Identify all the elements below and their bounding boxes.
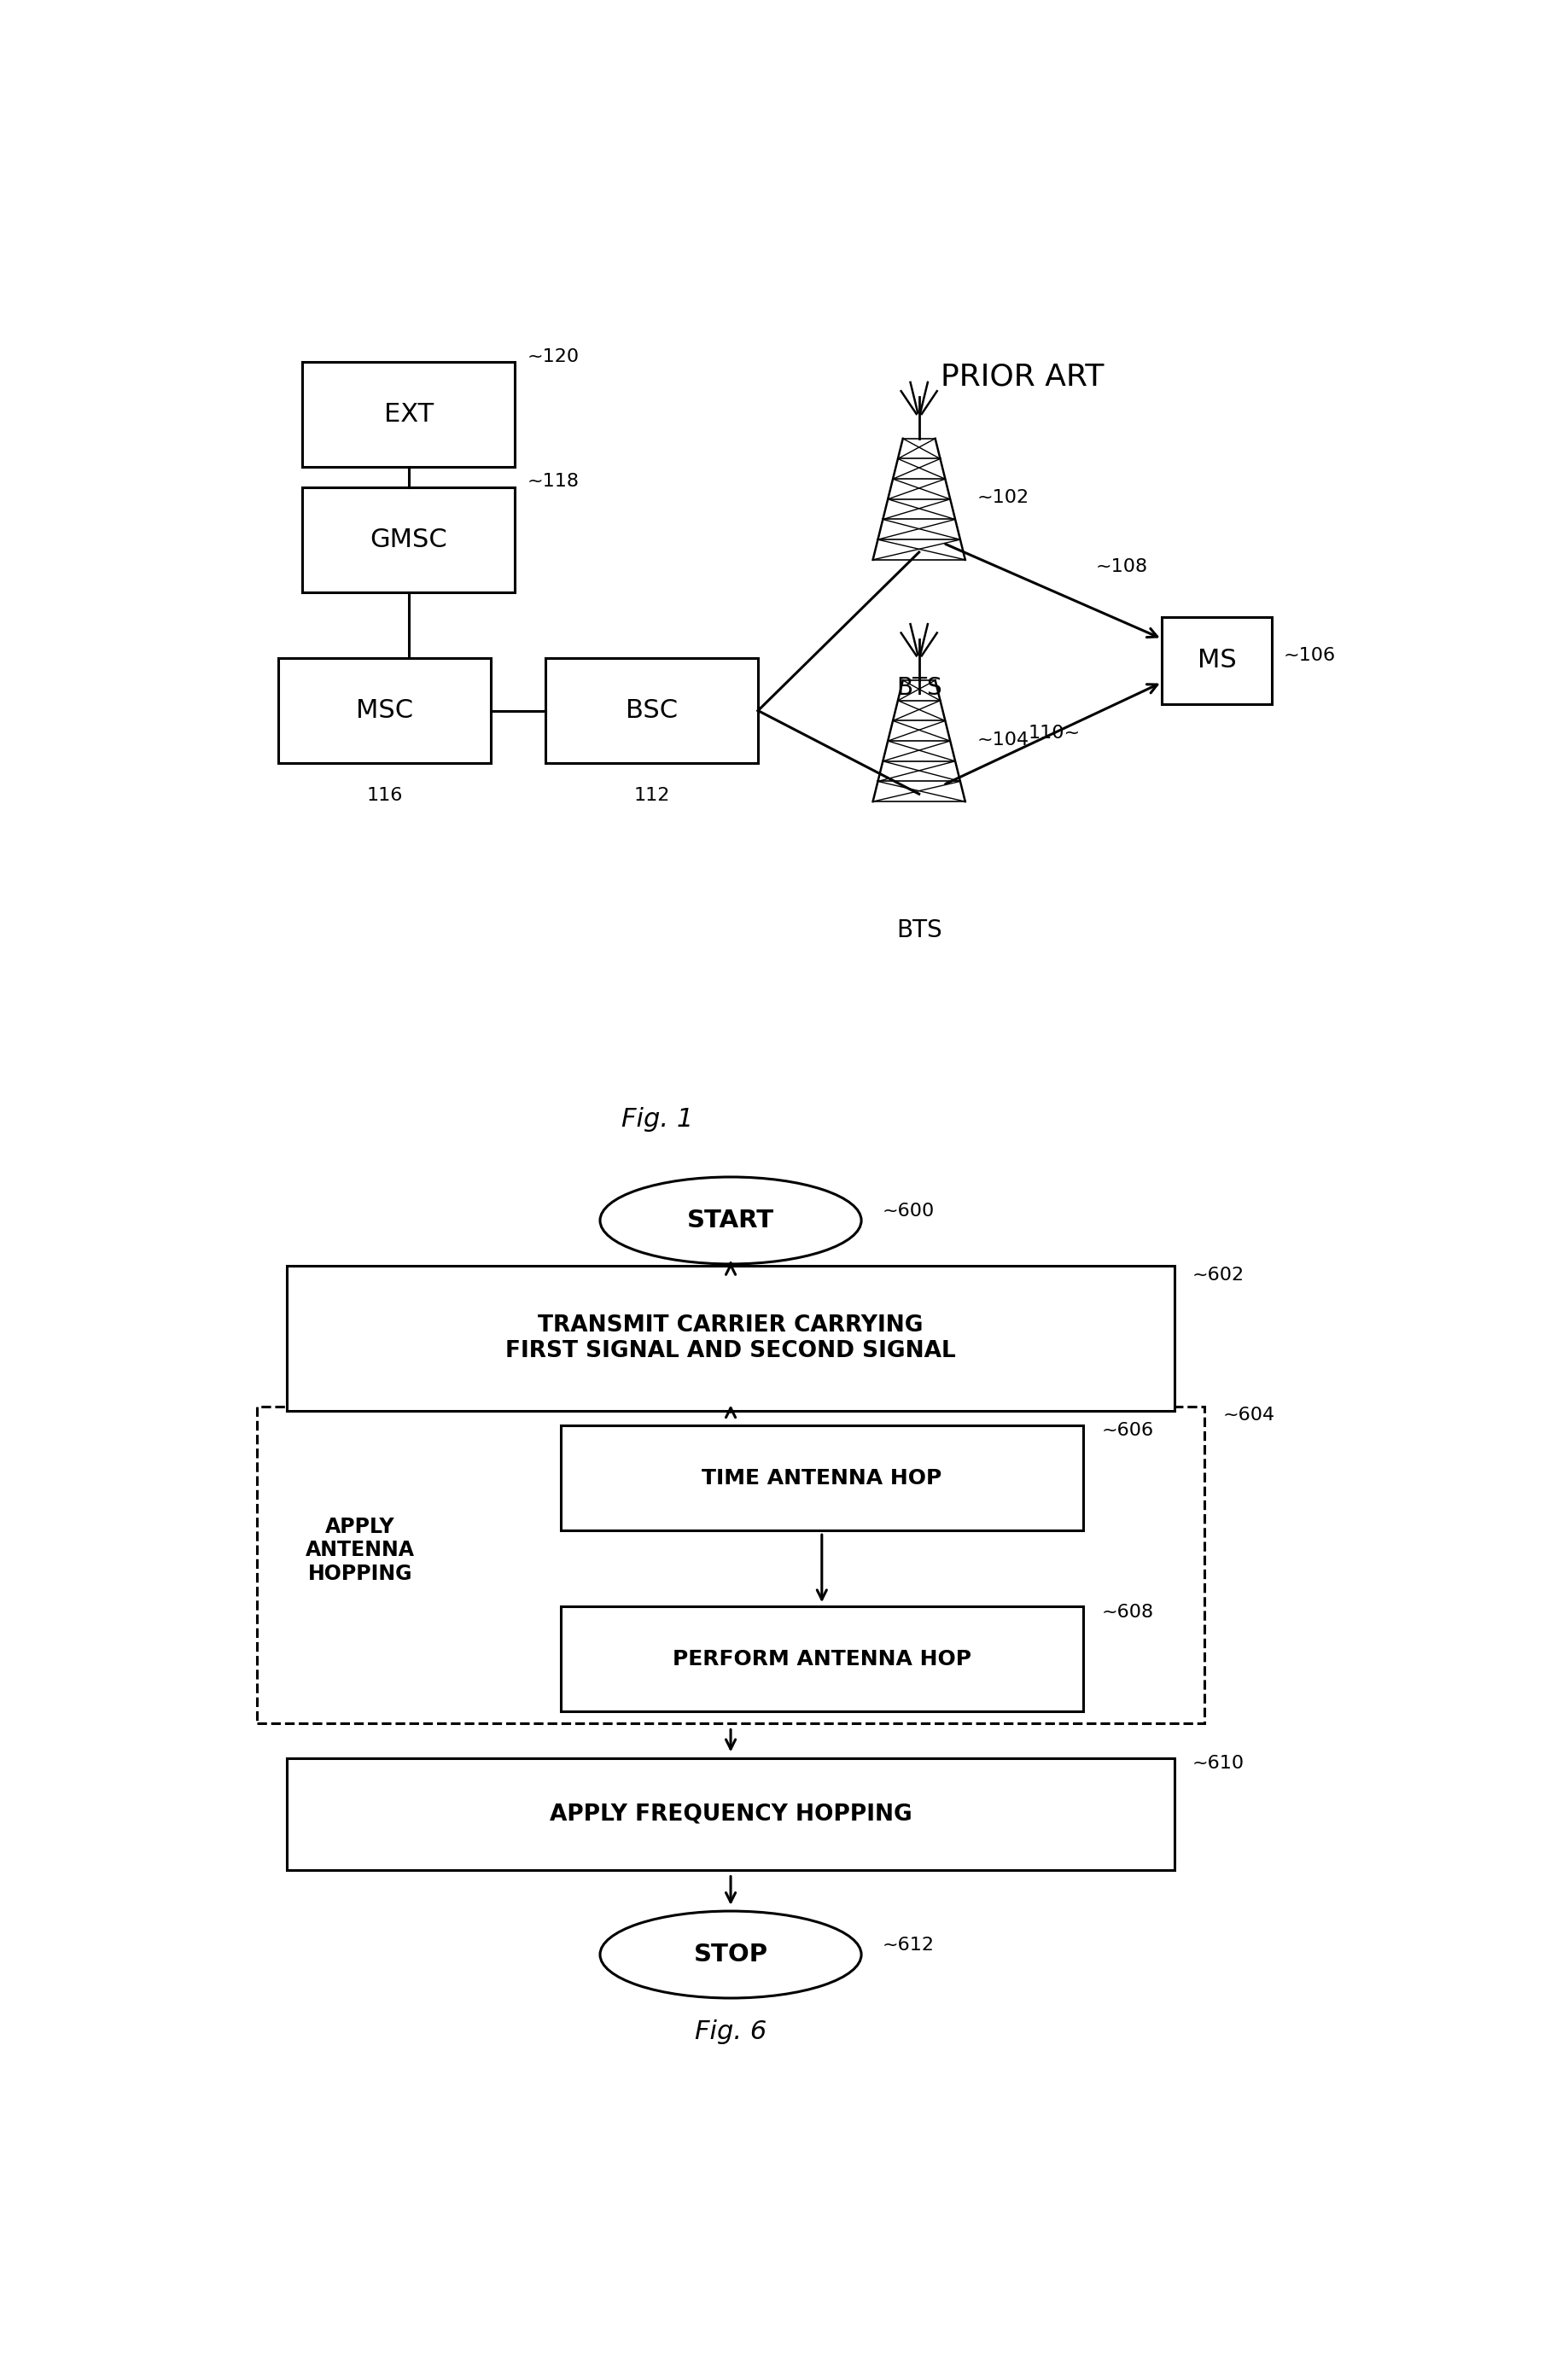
Text: GMSC: GMSC bbox=[370, 527, 447, 553]
Text: 116: 116 bbox=[367, 786, 403, 805]
FancyBboxPatch shape bbox=[303, 487, 514, 593]
Text: BTS: BTS bbox=[897, 918, 942, 942]
Text: Fig. 1: Fig. 1 bbox=[622, 1106, 693, 1132]
FancyBboxPatch shape bbox=[561, 1424, 1083, 1530]
FancyBboxPatch shape bbox=[303, 363, 514, 466]
Text: TIME ANTENNA HOP: TIME ANTENNA HOP bbox=[702, 1467, 942, 1488]
FancyBboxPatch shape bbox=[257, 1405, 1204, 1723]
Text: ~108: ~108 bbox=[1094, 558, 1148, 574]
FancyBboxPatch shape bbox=[1162, 617, 1272, 704]
FancyBboxPatch shape bbox=[287, 1266, 1174, 1410]
Text: BSC: BSC bbox=[626, 699, 677, 723]
Text: ~102: ~102 bbox=[977, 490, 1030, 506]
Text: BTS: BTS bbox=[897, 676, 942, 699]
Text: ~600: ~600 bbox=[883, 1203, 935, 1219]
Ellipse shape bbox=[601, 1177, 861, 1264]
Text: TRANSMIT CARRIER CARRYING
FIRST SIGNAL AND SECOND SIGNAL: TRANSMIT CARRIER CARRYING FIRST SIGNAL A… bbox=[505, 1314, 956, 1363]
FancyBboxPatch shape bbox=[278, 659, 491, 763]
Text: ~610: ~610 bbox=[1193, 1754, 1245, 1773]
FancyBboxPatch shape bbox=[546, 659, 757, 763]
Text: ~606: ~606 bbox=[1101, 1422, 1154, 1438]
Text: Fig. 6: Fig. 6 bbox=[695, 2020, 767, 2043]
Text: MS: MS bbox=[1198, 647, 1236, 673]
Text: ~104: ~104 bbox=[977, 732, 1030, 749]
FancyBboxPatch shape bbox=[561, 1605, 1083, 1711]
Text: APPLY
ANTENNA
HOPPING: APPLY ANTENNA HOPPING bbox=[306, 1516, 414, 1584]
Text: ~602: ~602 bbox=[1193, 1266, 1245, 1283]
Text: ~608: ~608 bbox=[1101, 1603, 1154, 1620]
Text: EXT: EXT bbox=[384, 403, 433, 426]
Text: STOP: STOP bbox=[693, 1942, 768, 1966]
Text: START: START bbox=[687, 1208, 775, 1233]
Text: ~118: ~118 bbox=[527, 473, 579, 490]
Text: MSC: MSC bbox=[356, 699, 412, 723]
Ellipse shape bbox=[601, 1911, 861, 1999]
Text: ~120: ~120 bbox=[527, 348, 579, 365]
Text: PRIOR ART: PRIOR ART bbox=[941, 363, 1104, 391]
Text: ~612: ~612 bbox=[883, 1937, 935, 1954]
Text: APPLY FREQUENCY HOPPING: APPLY FREQUENCY HOPPING bbox=[549, 1803, 913, 1824]
Text: 112: 112 bbox=[633, 786, 670, 805]
Text: ~106: ~106 bbox=[1284, 647, 1336, 664]
Text: ~604: ~604 bbox=[1223, 1408, 1275, 1424]
Text: PERFORM ANTENNA HOP: PERFORM ANTENNA HOP bbox=[673, 1648, 971, 1669]
Text: 110~: 110~ bbox=[1029, 725, 1080, 742]
FancyBboxPatch shape bbox=[287, 1758, 1174, 1871]
